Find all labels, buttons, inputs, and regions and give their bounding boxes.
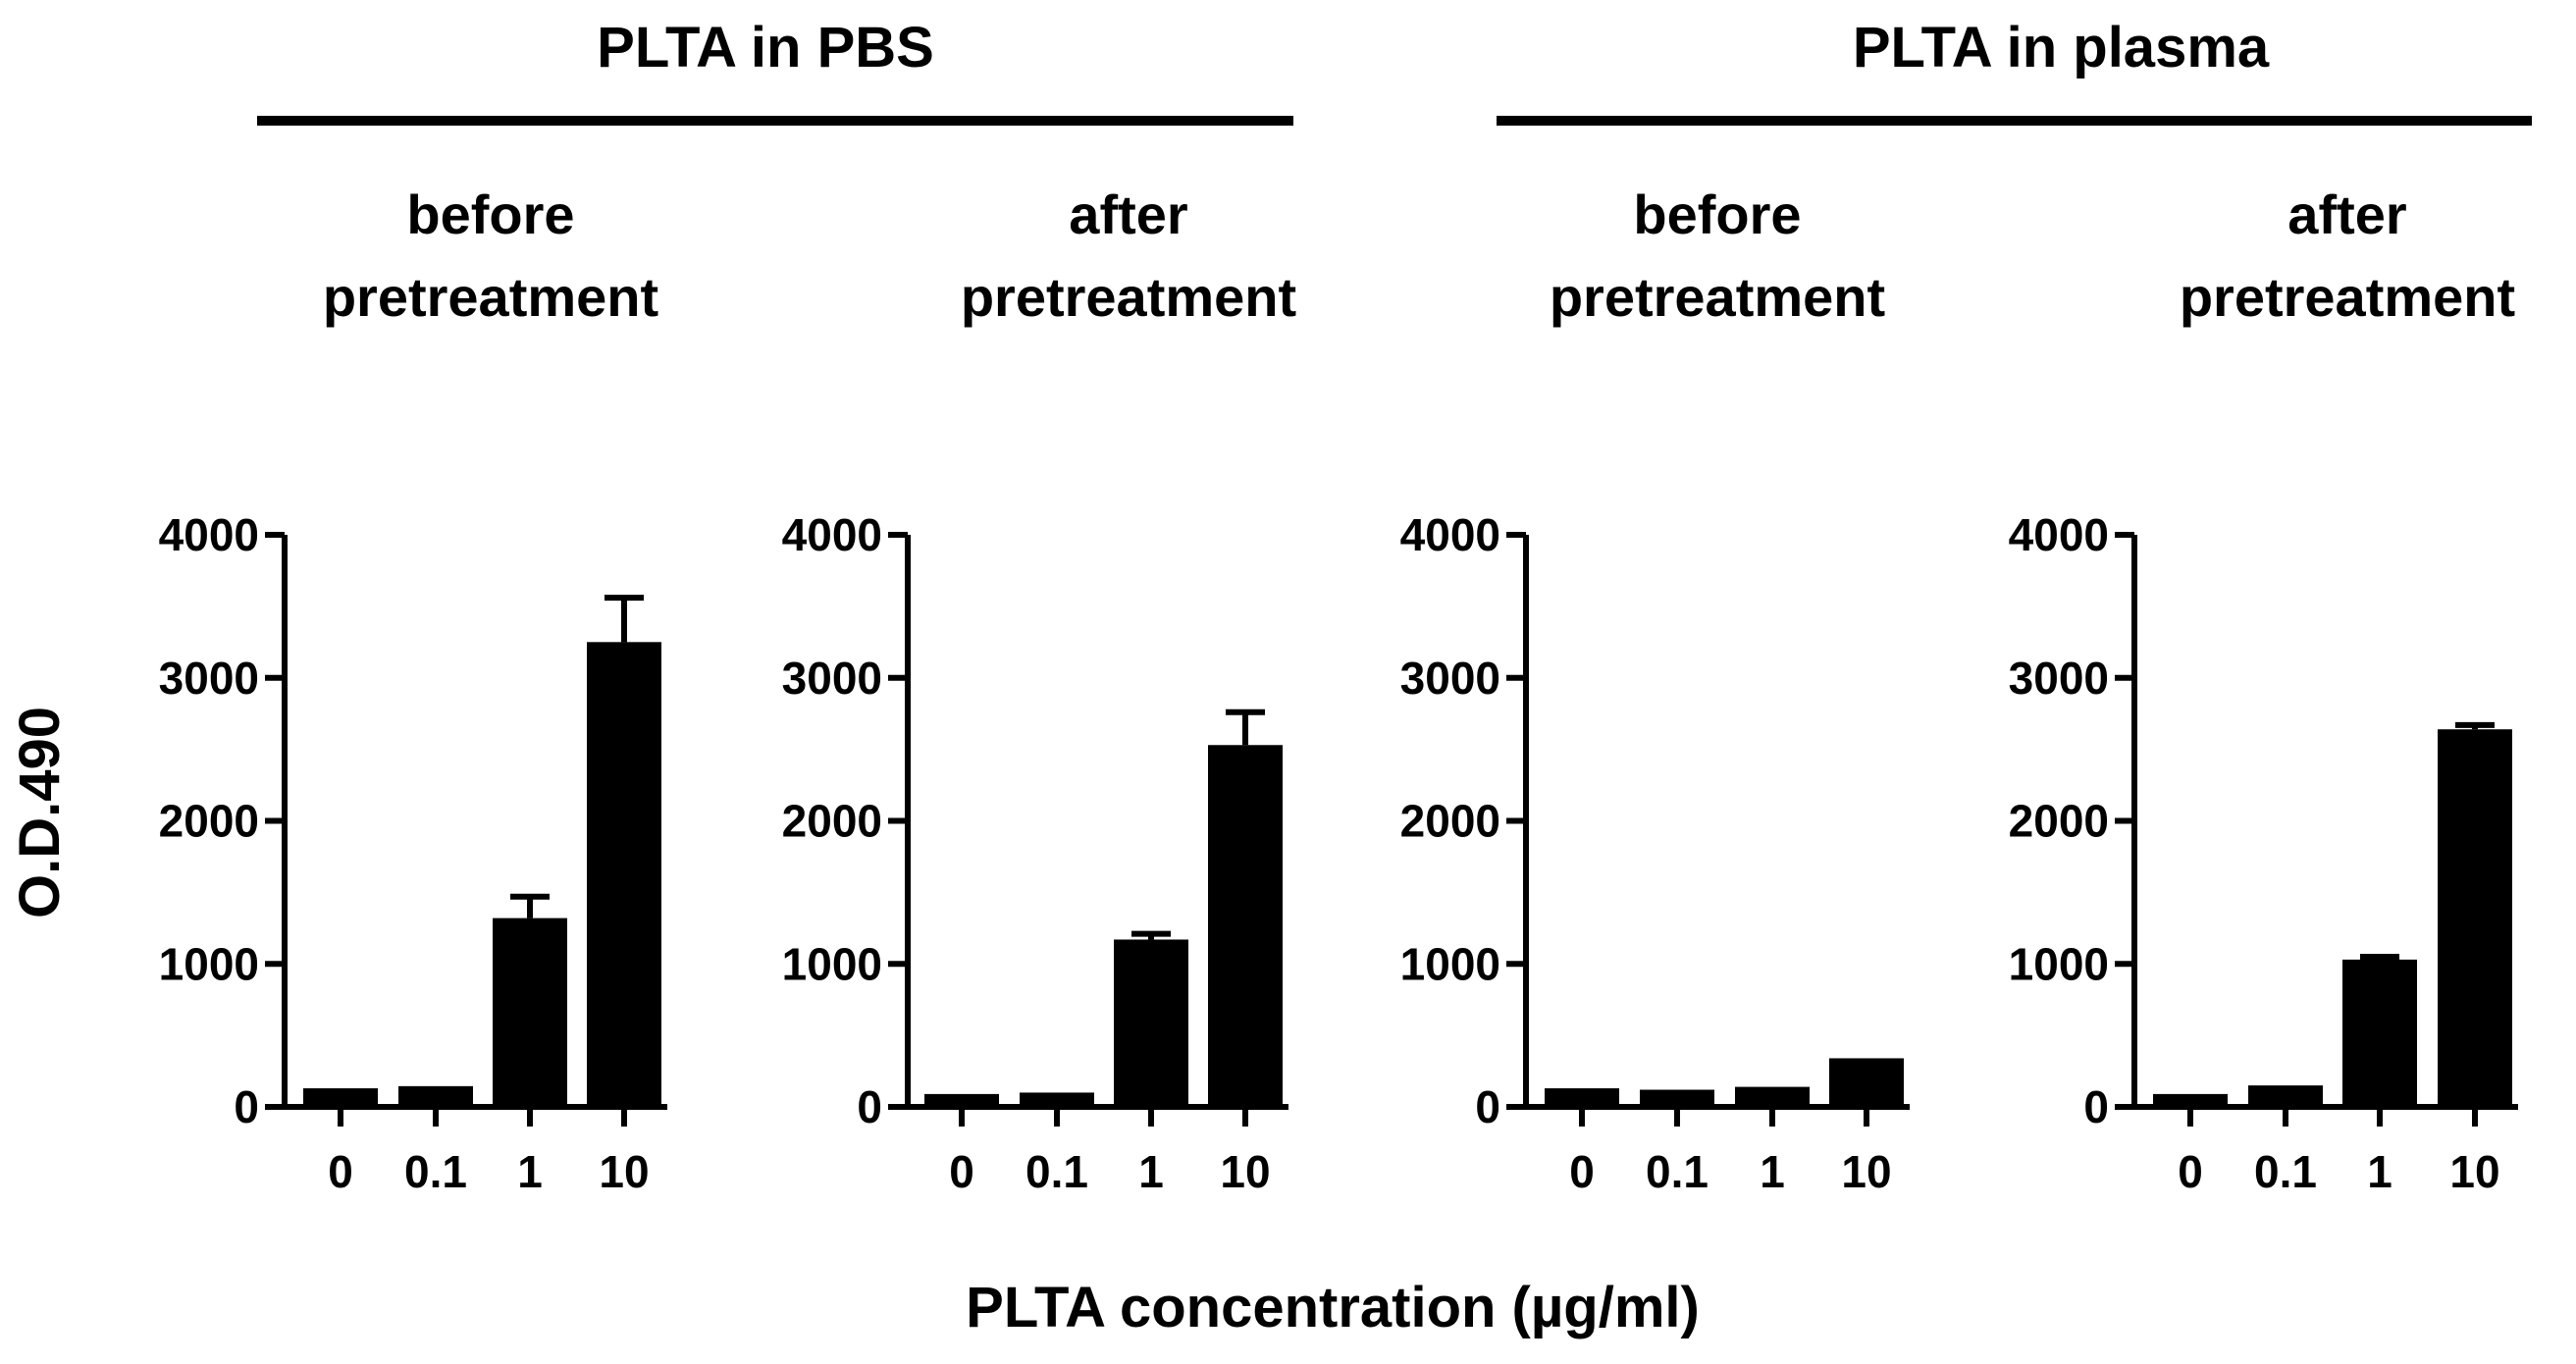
panel-4-title-line-2: pretreatment (2180, 266, 2515, 328)
x-tick-label: 10 (599, 1146, 649, 1197)
y-tick-label: 3000 (782, 653, 882, 704)
panel-3-title-line-1: before (1633, 184, 1801, 245)
y-tick-label: 2000 (159, 796, 259, 847)
y-tick-label: 1000 (2009, 938, 2109, 989)
y-tick-label: 0 (234, 1081, 259, 1132)
group-title-plta-in-plasma: PLTA in plasma (1853, 16, 2270, 79)
y-axis-title: O.D.490 (8, 707, 72, 918)
bar (1545, 1088, 1619, 1107)
x-tick-label: 0 (1569, 1146, 1595, 1197)
panel-3-title-line-2: pretreatment (1550, 266, 1885, 328)
y-tick-label: 1000 (1400, 938, 1500, 989)
y-tick-label: 2000 (1400, 796, 1500, 847)
panel-1-title-line-1: before (406, 184, 574, 245)
bar (1208, 745, 1283, 1107)
bar (493, 918, 567, 1107)
bar (924, 1093, 999, 1107)
x-tick-label: 0.1 (2254, 1146, 2317, 1197)
panel-plta-pbs-before: 0 1000 2000 3000 4000 0 0.1 1 10 (159, 509, 667, 1197)
bar (587, 642, 661, 1107)
bar (1829, 1058, 1904, 1107)
bar (1020, 1092, 1094, 1107)
y-tick-label: 2000 (2009, 796, 2109, 847)
y-tick-label: 4000 (1400, 509, 1500, 560)
y-tick-label: 4000 (2009, 509, 2109, 560)
bar (2438, 729, 2512, 1107)
panel-plta-plasma-after: 0 1000 2000 3000 4000 0 0.1 1 10 (2009, 509, 2518, 1197)
x-tick-label: 1 (2367, 1146, 2392, 1197)
x-tick-label: 10 (1841, 1146, 1891, 1197)
bar (1735, 1086, 1810, 1107)
y-tick-label: 1000 (159, 938, 259, 989)
x-tick-label: 10 (2449, 1146, 2499, 1197)
x-tick-label: 0.1 (1646, 1146, 1709, 1197)
panel-plta-pbs-after: 0 1000 2000 3000 4000 0 0.1 1 10 (782, 509, 1288, 1197)
bar (2153, 1093, 2228, 1107)
y-tick-label: 3000 (1400, 653, 1500, 704)
group-title-plta-in-pbs: PLTA in PBS (597, 16, 934, 79)
x-tick-label: 0 (328, 1146, 353, 1197)
y-tick-label: 4000 (159, 509, 259, 560)
bar (2248, 1085, 2323, 1107)
panel-2-title-line-1: after (1069, 184, 1187, 245)
panel-1-title-line-2: pretreatment (323, 266, 658, 328)
bar (303, 1088, 378, 1107)
panel-4-title-line-1: after (2287, 184, 2406, 245)
x-tick-label: 10 (1220, 1146, 1270, 1197)
x-tick-label: 0.1 (1025, 1146, 1088, 1197)
bar (1640, 1089, 1714, 1107)
x-tick-label: 0 (949, 1146, 974, 1197)
bar (2342, 959, 2417, 1107)
y-tick-label: 0 (2083, 1081, 2109, 1132)
x-tick-label: 1 (1138, 1146, 1164, 1197)
x-tick-label: 0 (2178, 1146, 2203, 1197)
x-tick-label: 1 (517, 1146, 543, 1197)
panel-plta-plasma-before: 0 1000 2000 3000 4000 0 0.1 1 10 (1400, 509, 1910, 1197)
bar (398, 1085, 473, 1107)
panel-2-title-line-2: pretreatment (961, 266, 1296, 328)
x-tick-label: 1 (1760, 1146, 1785, 1197)
x-axis-title: PLTA concentration (µg/ml) (966, 1276, 1700, 1339)
y-tick-label: 0 (857, 1081, 882, 1132)
x-tick-label: 0.1 (404, 1146, 467, 1197)
y-tick-label: 4000 (782, 509, 882, 560)
bar (1114, 939, 1188, 1107)
y-tick-label: 3000 (159, 653, 259, 704)
y-tick-label: 0 (1475, 1081, 1500, 1132)
y-tick-label: 2000 (782, 796, 882, 847)
y-tick-label: 1000 (782, 938, 882, 989)
y-tick-label: 3000 (2009, 653, 2109, 704)
